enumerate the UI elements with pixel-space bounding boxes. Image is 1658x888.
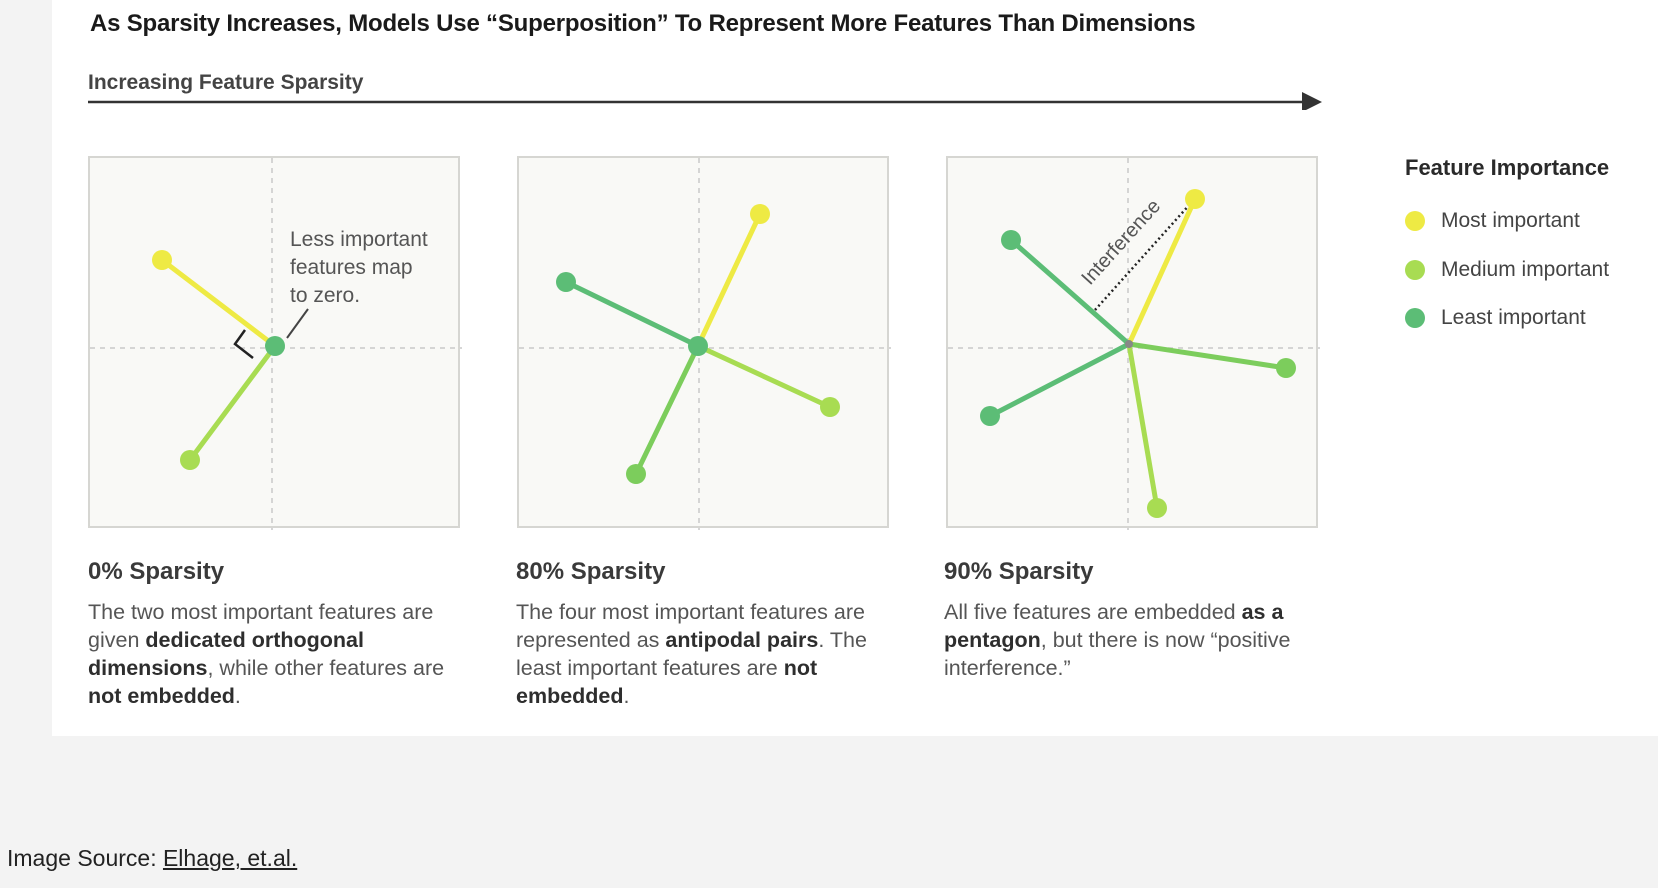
feature-least-important-dot	[980, 406, 1000, 426]
panel-0-heading: 0% Sparsity	[88, 558, 225, 585]
feature-medium-important-dot	[626, 464, 646, 484]
interference-label: Interference	[1077, 195, 1165, 289]
panel-0-annotation-line-1: Less important	[290, 228, 428, 251]
panel-0-description: The two most important features are give…	[88, 600, 445, 708]
panel-90-plot: Interference	[948, 158, 1320, 530]
legend-label-most: Most important	[1441, 209, 1580, 232]
panel-0-annotation-line-3: to zero.	[290, 284, 360, 307]
feature-medium-important-dot	[1147, 498, 1167, 518]
legend-label-medium: Medium important	[1441, 258, 1610, 281]
legend-dot-most	[1405, 211, 1425, 231]
legend-dot-medium	[1405, 260, 1425, 280]
panel-90-description: All five features are embedded as a pent…	[944, 600, 1291, 680]
sparsity-axis-label: Increasing Feature Sparsity	[88, 71, 364, 94]
panel-0-plot: Less important features map to zero.	[90, 158, 462, 530]
image-source: Image Source: Elhage, et.al.	[7, 845, 297, 872]
figure-title: As Sparsity Increases, Models Use “Super…	[90, 10, 1196, 37]
feature-most-important-dot	[1185, 189, 1205, 209]
source-link[interactable]: Elhage, et.al.	[162, 845, 298, 871]
feature-center-dot	[688, 336, 708, 356]
panel-0-sparsity: Less important features map to zero.	[88, 156, 462, 530]
panel-90-sparsity: Interference	[946, 156, 1320, 530]
feature-most-important-dot	[152, 250, 172, 270]
legend-title: Feature Importance	[1405, 155, 1610, 180]
panel-80-plot	[519, 158, 891, 530]
feature-medium-important-dot	[1276, 358, 1296, 378]
panel-80-heading: 80% Sparsity	[516, 558, 666, 585]
source-label: Image Source:	[7, 845, 163, 871]
sparsity-arrow	[88, 92, 1322, 110]
panel-90-heading: 90% Sparsity	[944, 558, 1094, 585]
feature-importance-legend: Feature Importance Most important Medium…	[1405, 155, 1610, 329]
feature-least-important-dot	[556, 272, 576, 292]
panel-80-sparsity	[517, 156, 891, 530]
feature-medium-important-dot	[180, 450, 200, 470]
panel-80-description: The four most important features are rep…	[516, 600, 867, 708]
feature-least-important-dot	[1001, 230, 1021, 250]
legend-dot-least	[1405, 308, 1425, 328]
legend-item-medium-important: Medium important	[1405, 256, 1609, 284]
legend-label-least: Least important	[1441, 306, 1586, 329]
panel-0-annotation-line-2: features map	[290, 256, 413, 279]
legend-item-least-important: Least important	[1405, 304, 1586, 332]
feature-most-important-dot	[750, 204, 770, 224]
feature-least-important-dot	[265, 336, 285, 356]
feature-center-dot	[1125, 340, 1133, 348]
feature-medium-important-dot	[820, 397, 840, 417]
legend-item-most-important: Most important	[1405, 207, 1580, 235]
